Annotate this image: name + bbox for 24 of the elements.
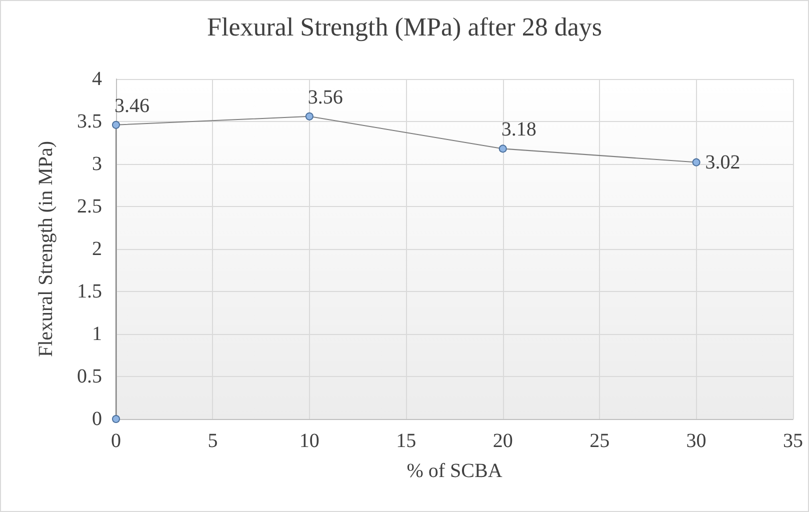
x-tick-label: 10 <box>299 430 320 452</box>
x-tick-label: 30 <box>686 430 706 452</box>
x-tick-label: 0 <box>111 430 121 452</box>
y-tick-label: 3.5 <box>77 110 102 132</box>
x-axis-title: % of SCBA <box>406 460 503 482</box>
x-tick-label: 15 <box>396 430 416 452</box>
x-tick-label: 35 <box>783 430 803 452</box>
data-label: 3.02 <box>705 151 740 174</box>
y-tick-label: 0 <box>92 408 102 430</box>
y-tick-label: 2 <box>92 238 102 260</box>
data-label: 3.56 <box>308 86 343 108</box>
y-axis-title: Flexural Strength (in MPa) <box>35 140 57 358</box>
y-tick-label: 2.5 <box>77 196 102 218</box>
chart-title: Flexural Strength (MPa) after 28 days <box>207 12 602 42</box>
x-tick-label: 5 <box>208 430 218 452</box>
x-tick-label: 20 <box>492 430 513 452</box>
y-tick-label: 0.5 <box>77 366 102 388</box>
y-tick-label: 4 <box>92 68 102 90</box>
data-label: 3.46 <box>114 94 150 117</box>
y-tick-label: 1 <box>92 323 102 345</box>
data-label: 3.18 <box>501 118 536 141</box>
y-tick-label: 1.5 <box>77 280 102 302</box>
x-tick-label: 25 <box>590 430 610 452</box>
y-tick-label: 3 <box>92 153 102 175</box>
